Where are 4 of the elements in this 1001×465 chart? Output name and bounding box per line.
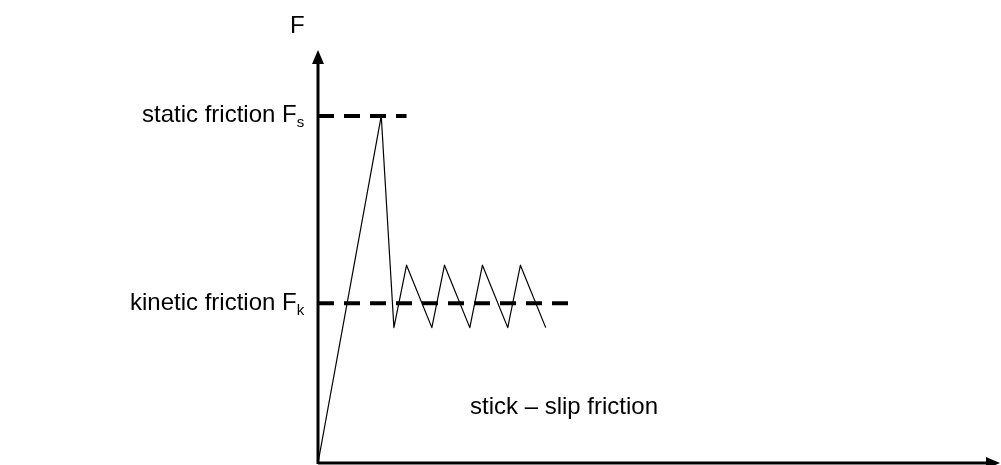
series-label: kinetic friction F$_{k}$ <box>130 287 305 318</box>
annotation: stick – slip friction <box>470 392 659 419</box>
y-axis-title: F <box>290 11 305 38</box>
series-label: static friction F$_{s}$ <box>142 100 305 131</box>
